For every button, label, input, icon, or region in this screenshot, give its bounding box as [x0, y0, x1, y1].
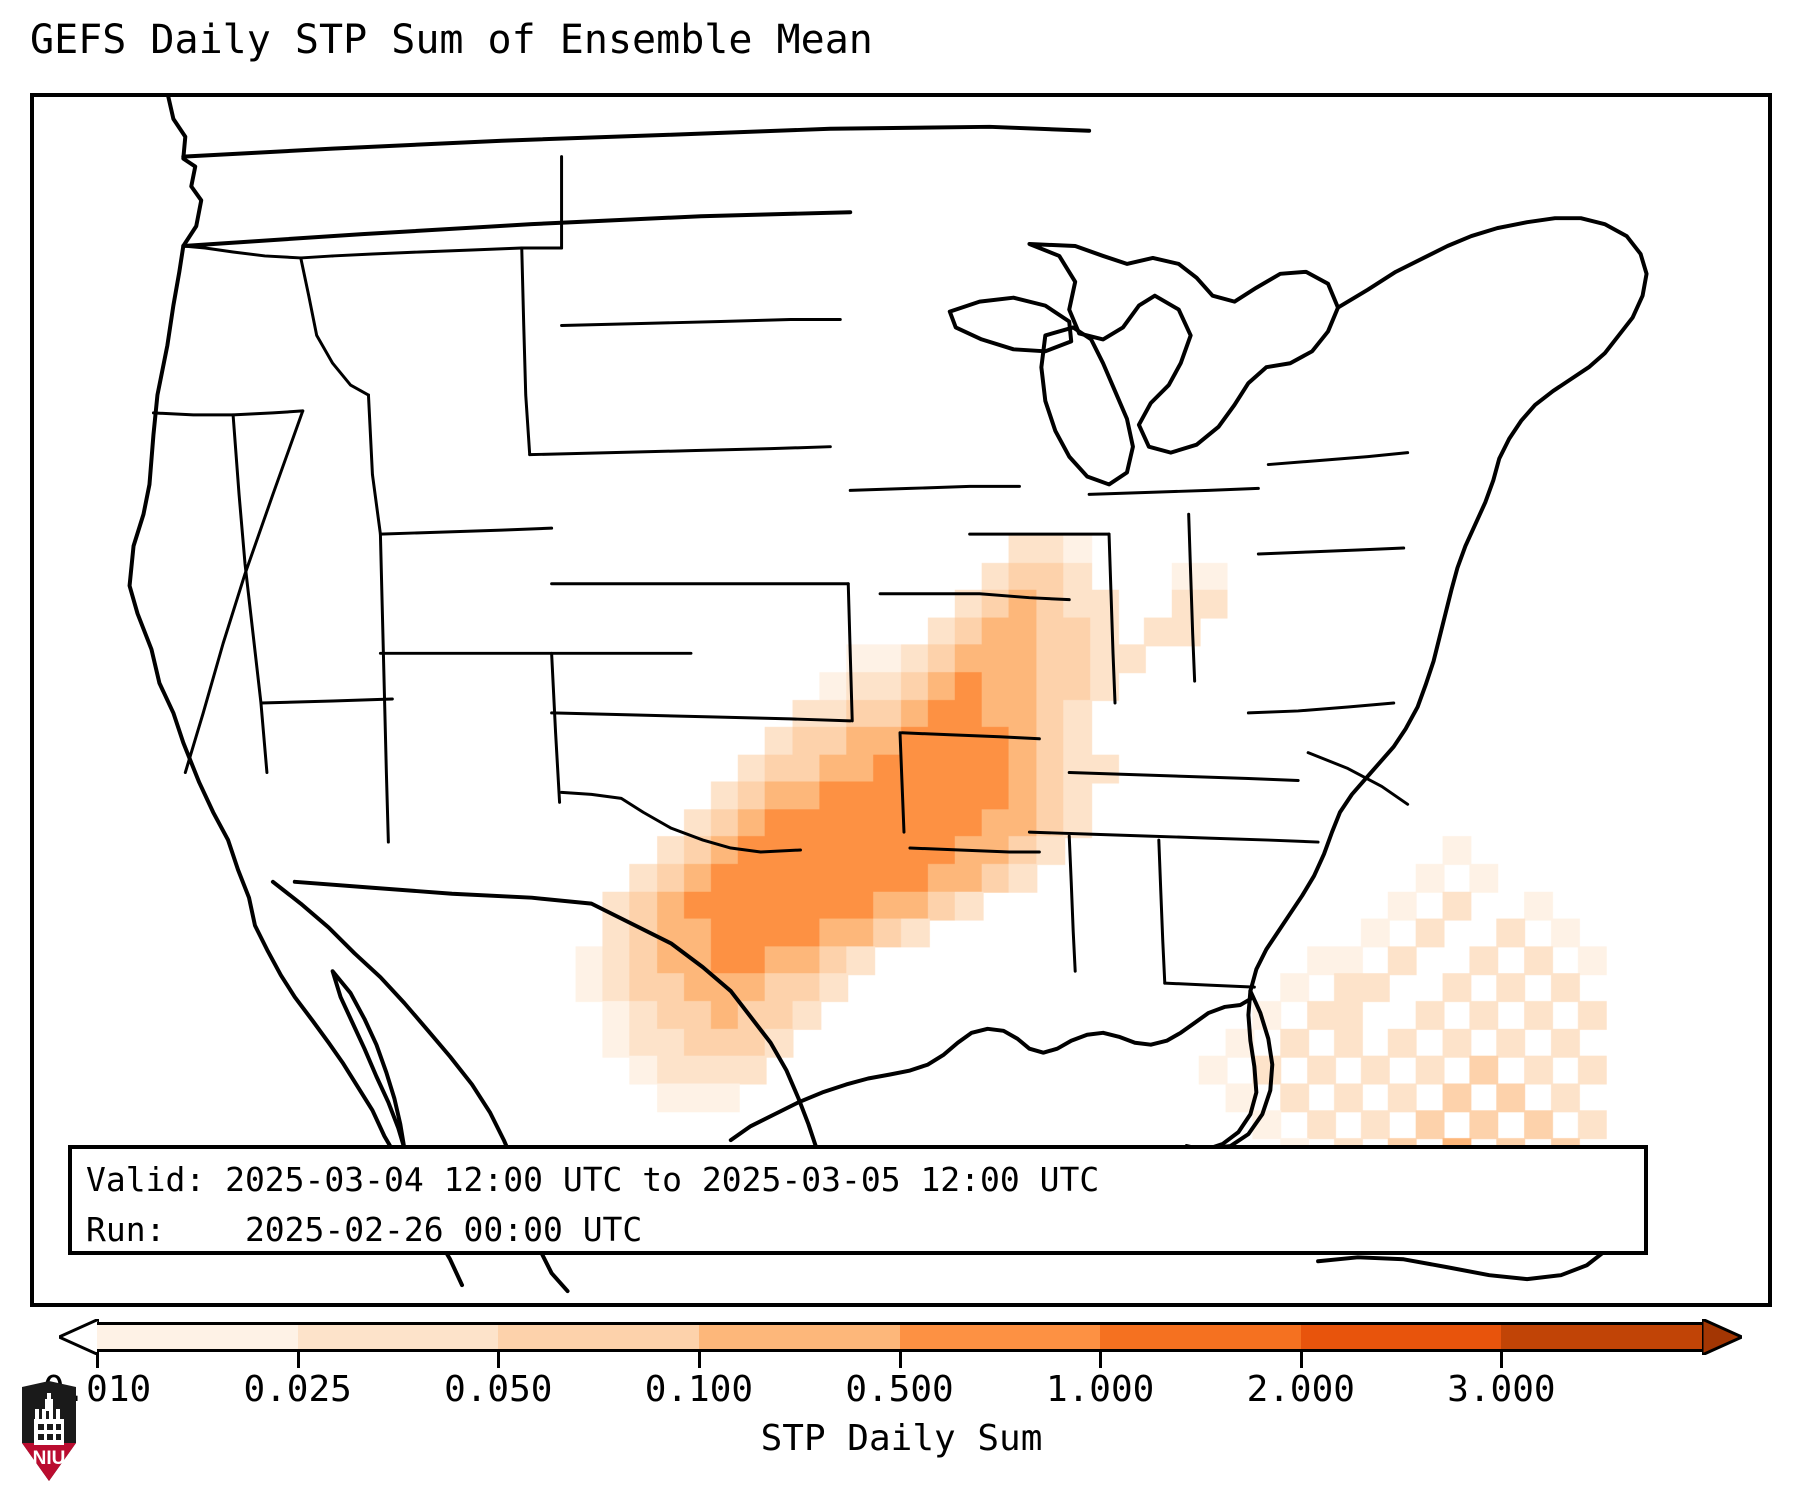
valid-time-line: Valid: 2025-03-04 12:00 UTC to 2025-03-0… — [86, 1160, 1100, 1199]
colorbar-tick-0 — [96, 1352, 99, 1368]
stp-heatmap-layer — [34, 97, 1768, 1303]
colorbar-tick-4 — [898, 1352, 902, 1368]
logo-text: NIU — [33, 1448, 66, 1469]
colorbar-segment-2 — [498, 1325, 699, 1349]
colorbar-tick-label-5: 1.000 — [1045, 1369, 1155, 1410]
colorbar-segment-6 — [1300, 1325, 1502, 1349]
colorbar-tick-7 — [1500, 1352, 1504, 1368]
colorbar-tick-label-6: 2.000 — [1246, 1369, 1355, 1410]
colorbar-segment-0 — [97, 1325, 298, 1349]
colorbar-tick-label-2: 0.050 — [444, 1369, 553, 1410]
colorbar-tick-2 — [497, 1352, 501, 1368]
colorbar-tick-1 — [296, 1352, 300, 1368]
colorbar-tick-5 — [1099, 1352, 1103, 1368]
colorbar-segment-7 — [1501, 1325, 1702, 1349]
colorbar-axis-label: STP Daily Sum — [760, 1418, 1043, 1459]
logo-castle-windows — [38, 1424, 61, 1440]
colorbar-tick-label-1: 0.025 — [243, 1369, 352, 1410]
page-title: GEFS Daily STP Sum of Ensemble Mean — [30, 17, 873, 63]
colorbar-segment-1 — [297, 1325, 499, 1349]
colorbar-over-arrow — [1702, 1319, 1742, 1355]
run-time-line: Run: 2025-02-26 00:00 UTC — [86, 1210, 643, 1249]
forecast-info-box: Valid: 2025-03-04 12:00 UTC to 2025-03-0… — [68, 1145, 1648, 1255]
niu-logo: NIU — [22, 1381, 76, 1481]
colorbar-tick-6 — [1299, 1352, 1303, 1368]
colorbar-ticks — [0, 1352, 1803, 1368]
logo-shield-red — [22, 1443, 76, 1481]
colorbar-tick-3 — [697, 1352, 701, 1368]
colorbar-segment-5 — [1100, 1325, 1301, 1349]
colorbar-tick-label-7: 3.000 — [1447, 1369, 1556, 1410]
colorbar-segment-4 — [899, 1325, 1101, 1349]
colorbar-segment-3 — [698, 1325, 900, 1349]
logo-castle — [34, 1393, 64, 1445]
colorbar-tick-label-4: 0.500 — [845, 1369, 954, 1410]
colorbar-segments — [97, 1322, 1702, 1352]
map-frame — [30, 93, 1772, 1307]
colorbar-tick-label-3: 0.100 — [644, 1369, 754, 1410]
colorbar-tick-labels: 0.010 0.025 0.050 0.100 0.500 1.000 2.000 3.000 — [0, 1368, 1803, 1416]
colorbar-under-arrow — [59, 1319, 99, 1355]
colorbar: 0.010 0.025 0.050 0.100 0.500 1.000 2.000 3.000… — [0, 1310, 1803, 1500]
